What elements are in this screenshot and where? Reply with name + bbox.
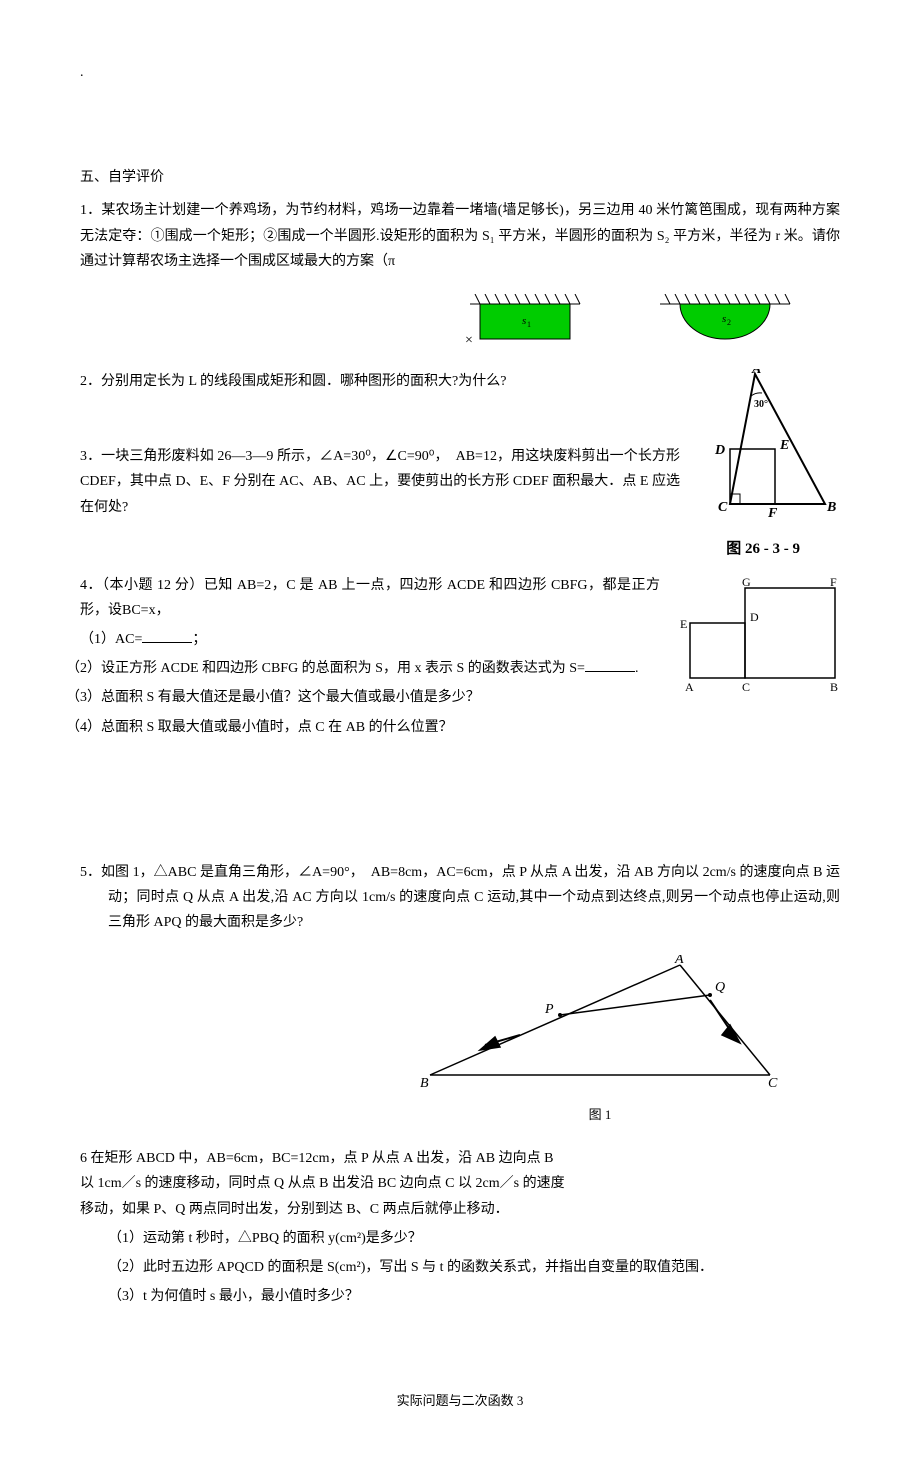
blank-s	[585, 658, 635, 672]
problem-4: 4．（本小题 12 分）已知 AB=2，C 是 AB 上一点，四边形 ACDE …	[80, 573, 840, 740]
problem-6-2: （2）此时五边形 APQCD 的面积是 S(cm²)，写出 S 与 t 的函数关…	[80, 1255, 840, 1280]
problem-4-1: （1）AC= ；	[80, 627, 670, 652]
problem-4-2: （2）设正方形 ACDE 和四边形 CBFG 的总面积为 S，用 x 表示 S …	[66, 656, 670, 681]
q4-1-prefix: （1）AC=	[80, 632, 142, 647]
figure-q5-caption: 图 1	[360, 1103, 840, 1126]
problem-6-line2: 以 1cm／s 的速度移动，同时点 Q 从点 B 出发沿 BC 边向点 C 以 …	[80, 1171, 840, 1196]
problem-2-text: 2．分别用定长为 L 的线段围成矩形和圆．哪种图形的面积大?为什么?	[80, 369, 840, 394]
svg-text:s: s	[522, 315, 526, 327]
q4-2-suffix: .	[635, 661, 639, 676]
svg-text:×: ×	[465, 333, 473, 348]
problem-6-3: （3）t 为何值时 s 最小，最小值时多少？	[80, 1284, 840, 1309]
figure-s1: s 1 ×	[450, 294, 590, 349]
q4-1-suffix: ；	[192, 632, 206, 647]
problem-5: 5．如图 1，△ABC 是直角三角形，∠A=90°， AB=8cm，AC=6cm…	[80, 860, 840, 936]
svg-text:1: 1	[527, 320, 531, 329]
svg-text:s: s	[722, 313, 726, 325]
svg-text:B: B	[420, 1076, 429, 1091]
svg-text:Q: Q	[715, 980, 725, 995]
problem-5-text: 5．如图 1，△ABC 是直角三角形，∠A=90°， AB=8cm，AC=6cm…	[80, 860, 840, 936]
leading-dot: .	[80, 60, 840, 85]
figure-q5: A B C P Q 图 1	[80, 955, 840, 1126]
svg-text:C: C	[768, 1076, 778, 1091]
page-footer: 实际问题与二次函数 3	[80, 1389, 840, 1412]
problem-6-line3: 移动，如果 P、Q 两点同时出发，分别到达 B、C 两点后就停止移动．	[80, 1197, 840, 1222]
figure-s2: s 2	[650, 294, 800, 349]
problem-6-line1: 6 在矩形 ABCD 中，AB=6cm，BC=12cm，点 P 从点 A 出发，…	[80, 1146, 840, 1171]
problem-2: 2．分别用定长为 L 的线段围成矩形和圆．哪种图形的面积大?为什么?	[80, 369, 840, 394]
svg-text:30°: 30°	[754, 399, 768, 410]
figure-26-3-9-label: 图 26 - 3 - 9	[80, 536, 800, 563]
svg-text:P: P	[544, 1002, 554, 1017]
problem-3-text: 3．一块三角形废料如 26—3—9 所示，∠A=30⁰，∠C=90⁰， AB=1…	[80, 444, 840, 520]
svg-text:2: 2	[727, 318, 731, 327]
problem-6: 6 在矩形 ABCD 中，AB=6cm，BC=12cm，点 P 从点 A 出发，…	[80, 1146, 840, 1309]
problem-4-intro: 4．（本小题 12 分）已知 AB=2，C 是 AB 上一点，四边形 ACDE …	[80, 573, 670, 623]
problem-1: 1．某农场主计划建一个养鸡场，为节约材料，鸡场一边靠着一堵墙(墙足够长)，另三边…	[80, 198, 840, 274]
section-title: 五、自学评价	[80, 165, 840, 190]
figure-row-1: s 1 × s 2	[80, 294, 800, 349]
problem-6-1: （1）运动第 t 秒时，△PBQ 的面积 y(cm²)是多少？	[80, 1226, 840, 1251]
blank-ac	[142, 629, 192, 643]
problem-4-3: （3）总面积 S 有最大值还是最小值？这个最大值或最小值是多少？	[66, 685, 670, 710]
problem-4-4: （4）总面积 S 取最大值或最小值时，点 C 在 AB 的什么位置？	[66, 715, 670, 740]
problem-1-text: 1．某农场主计划建一个养鸡场，为节约材料，鸡场一边靠着一堵墙(墙足够长)，另三边…	[80, 198, 840, 274]
q4-2-prefix: （2）设正方形 ACDE 和四边形 CBFG 的总面积为 S，用 x 表示 S …	[66, 661, 585, 676]
problem-3: 3．一块三角形废料如 26—3—9 所示，∠A=30⁰，∠C=90⁰， AB=1…	[80, 444, 840, 520]
svg-text:A: A	[674, 955, 684, 967]
